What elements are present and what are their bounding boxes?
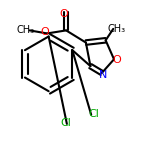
Text: CH₃: CH₃: [108, 24, 126, 34]
Text: Cl: Cl: [89, 109, 100, 119]
Text: O: O: [40, 27, 49, 37]
Text: O: O: [59, 9, 68, 19]
Text: O: O: [113, 55, 121, 65]
Text: N: N: [98, 70, 107, 80]
Text: CH₃: CH₃: [17, 25, 35, 35]
Text: Cl: Cl: [60, 118, 71, 128]
